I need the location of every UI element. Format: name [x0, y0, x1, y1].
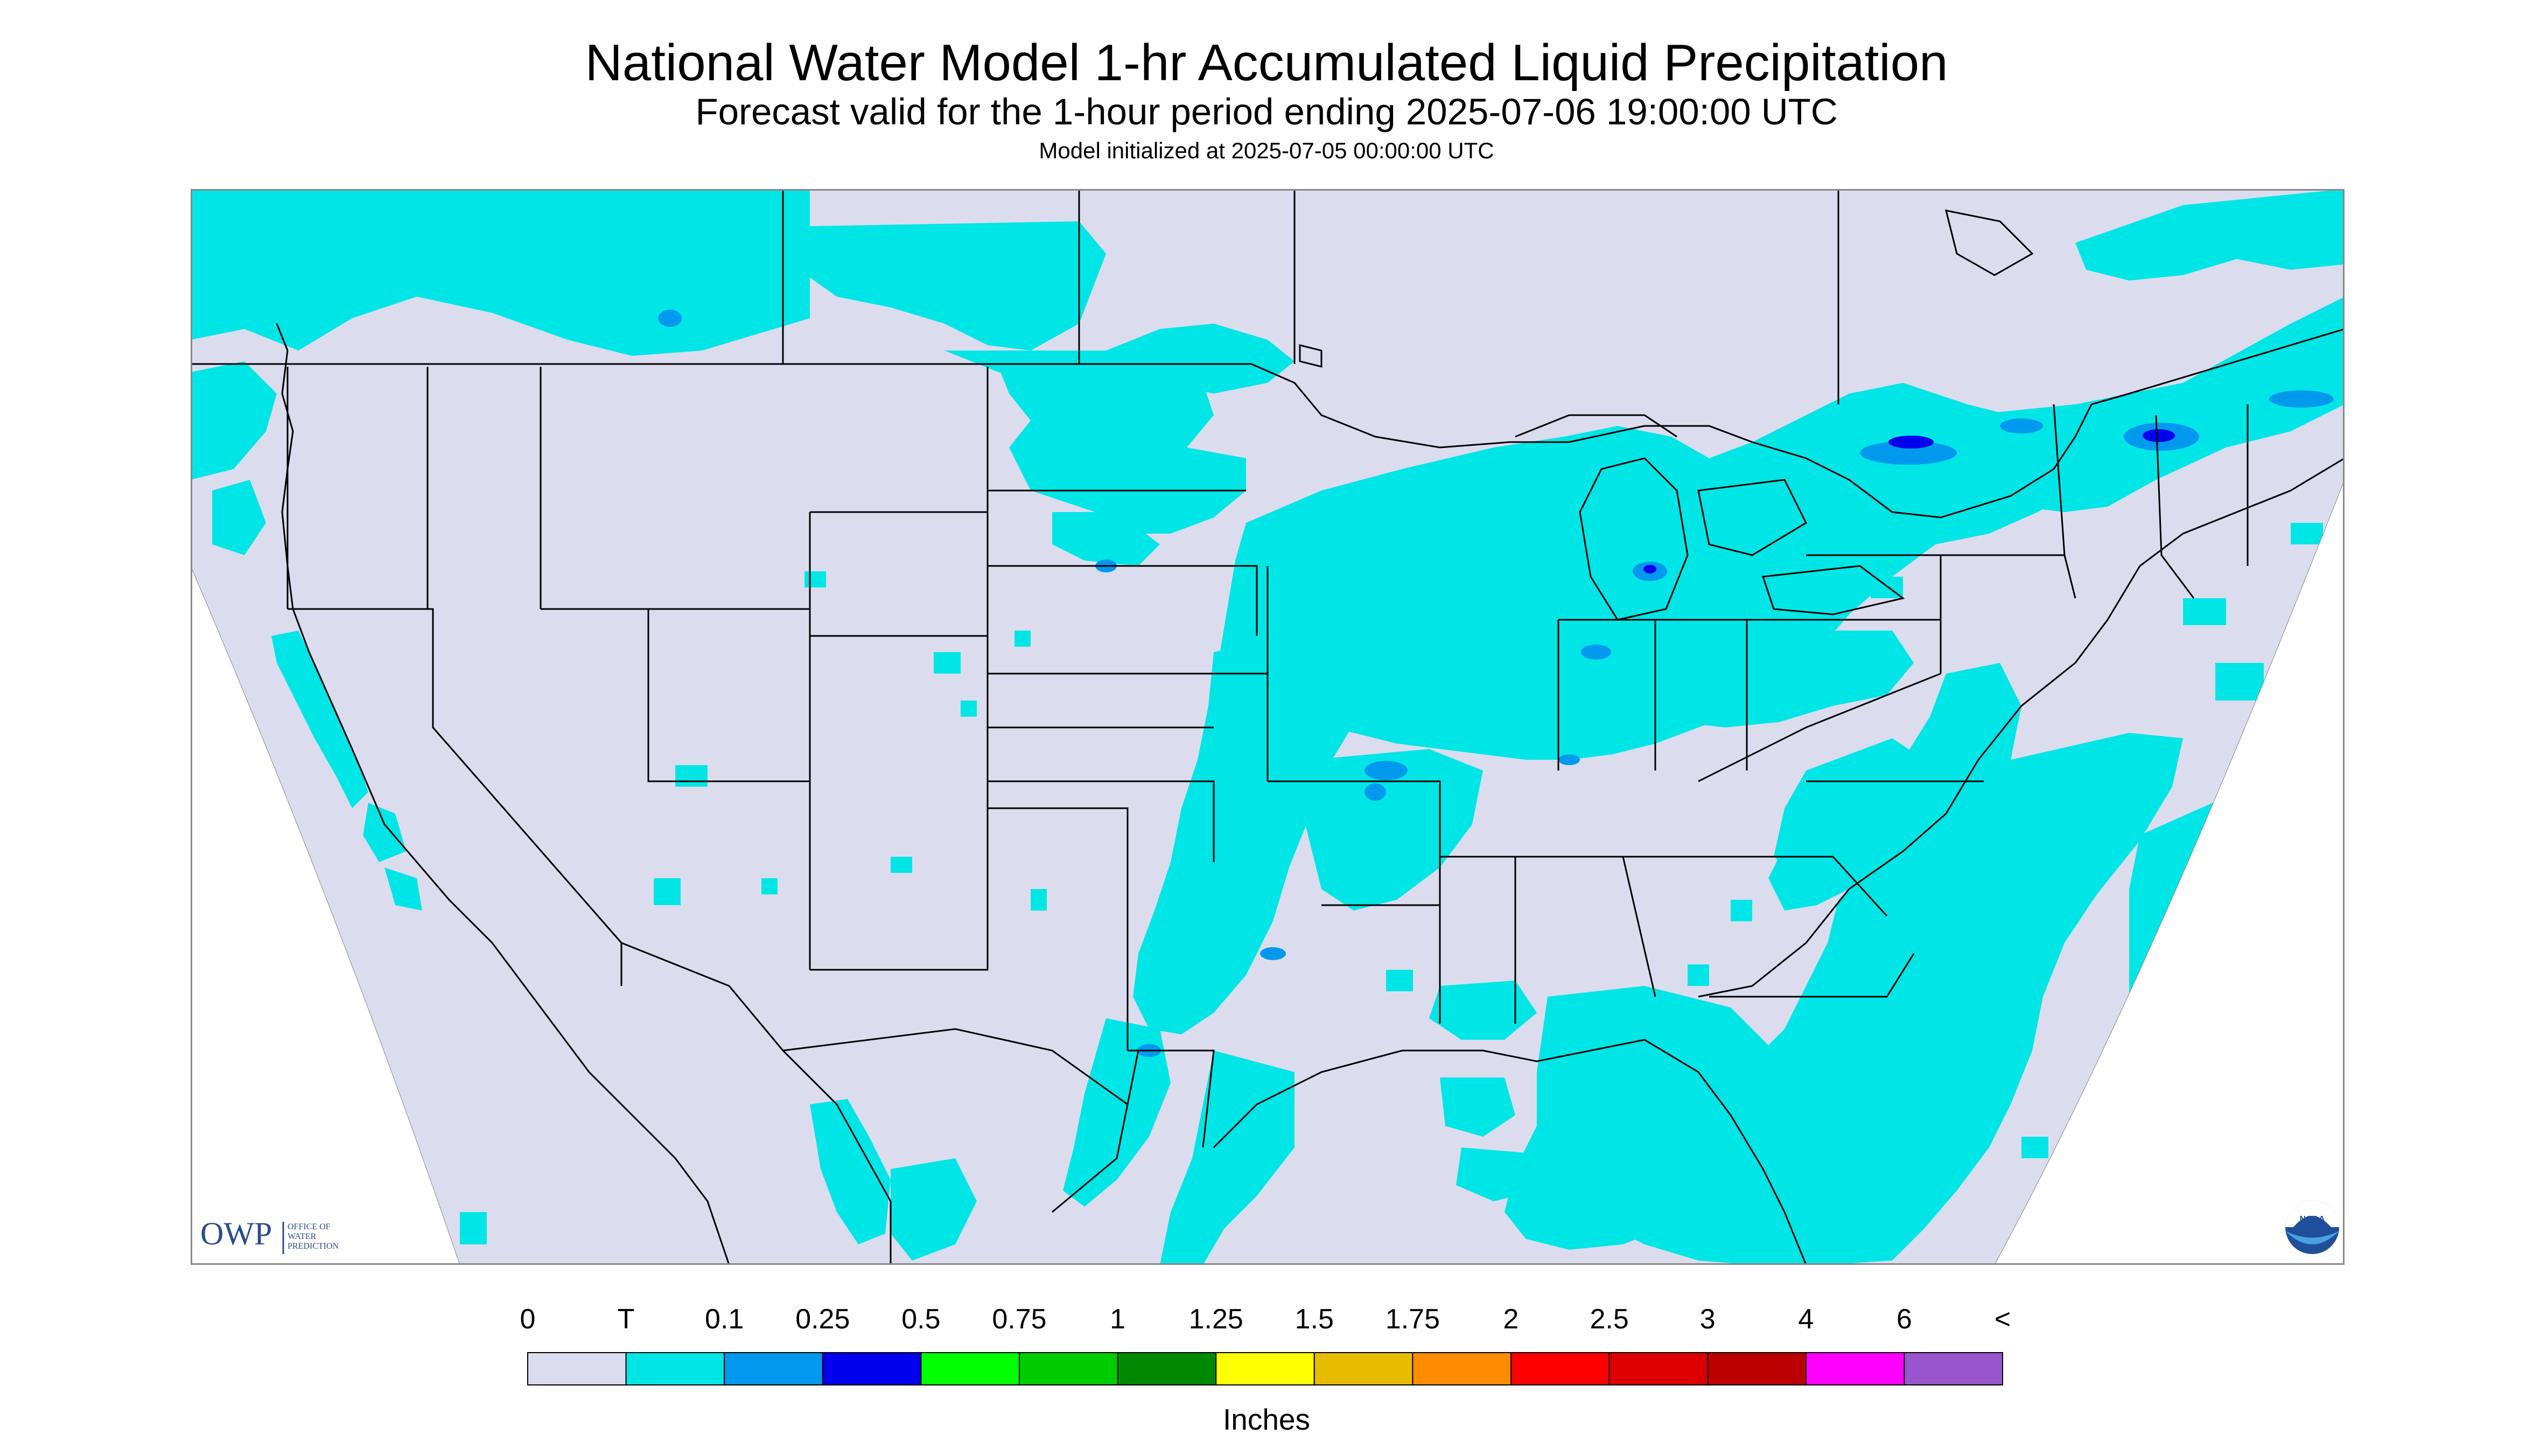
legend-swatch: [1019, 1352, 1118, 1385]
legend-tick-label: 1.25: [1188, 1304, 1243, 1335]
coastlines: [276, 209, 2345, 1265]
precip-heavy-areas: [1643, 429, 2175, 573]
legend-swatch: [1117, 1352, 1217, 1385]
legend-colorbar: [527, 1352, 2003, 1385]
noaa-logo-text: NOAA: [2299, 1215, 2325, 1224]
political-boundaries: [191, 189, 2345, 1265]
noaa-logo: NOAA: [2285, 1200, 2339, 1254]
legend-swatch: [1313, 1352, 1414, 1385]
model-init-line: Model initialized at 2025-07-05 00:00:00…: [1039, 138, 1494, 163]
legend-swatch: [527, 1352, 627, 1385]
legend-swatch: [1510, 1352, 1610, 1385]
legend-swatch: [920, 1352, 1020, 1385]
legend-tick-label: 0: [520, 1304, 536, 1335]
precip-moderate-areas: [658, 310, 2334, 1057]
legend-swatch: [625, 1352, 725, 1385]
legend-swatch: [822, 1352, 922, 1385]
legend-tick-label: 0.1: [705, 1304, 744, 1335]
legend-swatch: [1805, 1352, 1905, 1385]
legend-tick-label: 6: [1896, 1304, 1912, 1335]
owp-logo-text: OWP: [200, 1216, 272, 1251]
owp-logo-line1: OFFICE OF: [288, 1222, 331, 1231]
legend-tick-label: 1: [1110, 1304, 1126, 1335]
legend-tick-label: T: [617, 1304, 635, 1335]
legend-tick-label: 2.5: [1590, 1304, 1629, 1335]
legend-tick-label: 1.5: [1295, 1304, 1334, 1335]
legend-tick-label: 4: [1798, 1304, 1814, 1335]
page-title: National Water Model 1-hr Accumulated Li…: [585, 34, 1948, 92]
legend-tick-label: 1.75: [1385, 1304, 1440, 1335]
legend-units: Inches: [1222, 1403, 1311, 1436]
owp-logo-line2: WATER: [288, 1232, 317, 1241]
legend-swatch: [724, 1352, 823, 1385]
legend-tick-label: 2: [1503, 1304, 1519, 1335]
owp-logo-line3: PREDICTION: [288, 1242, 339, 1251]
legend-tick-label: 0.25: [795, 1304, 850, 1335]
map-outside-right: [1995, 480, 2345, 1265]
legend-swatch: [1215, 1352, 1315, 1385]
legend-tick-label: 0.5: [901, 1304, 941, 1335]
legend-swatch: [1412, 1352, 1512, 1385]
legend-tick-label: <: [1994, 1304, 2011, 1335]
owp-logo: OWP OFFICE OF WATER PREDICTION: [200, 1216, 339, 1254]
map-outside-left: [191, 566, 460, 1265]
legend-swatch: [1707, 1352, 1807, 1385]
legend-labels: 0 T 0.1 0.25 0.5 0.75 1 1.25 1.5 1.75 2 2.5 3 4 6 <: [0, 1303, 2533, 1341]
forecast-valid-subtitle: Forecast valid for the 1-hour period end…: [695, 91, 1838, 132]
precipitation-map: OWP OFFICE OF WATER PREDICTION NOAA: [191, 189, 2345, 1265]
legend-swatch: [1904, 1352, 2003, 1385]
legend-tick-label: 3: [1699, 1304, 1716, 1335]
legend-swatch: [1608, 1352, 1709, 1385]
legend-tick-label: 0.75: [992, 1304, 1047, 1335]
